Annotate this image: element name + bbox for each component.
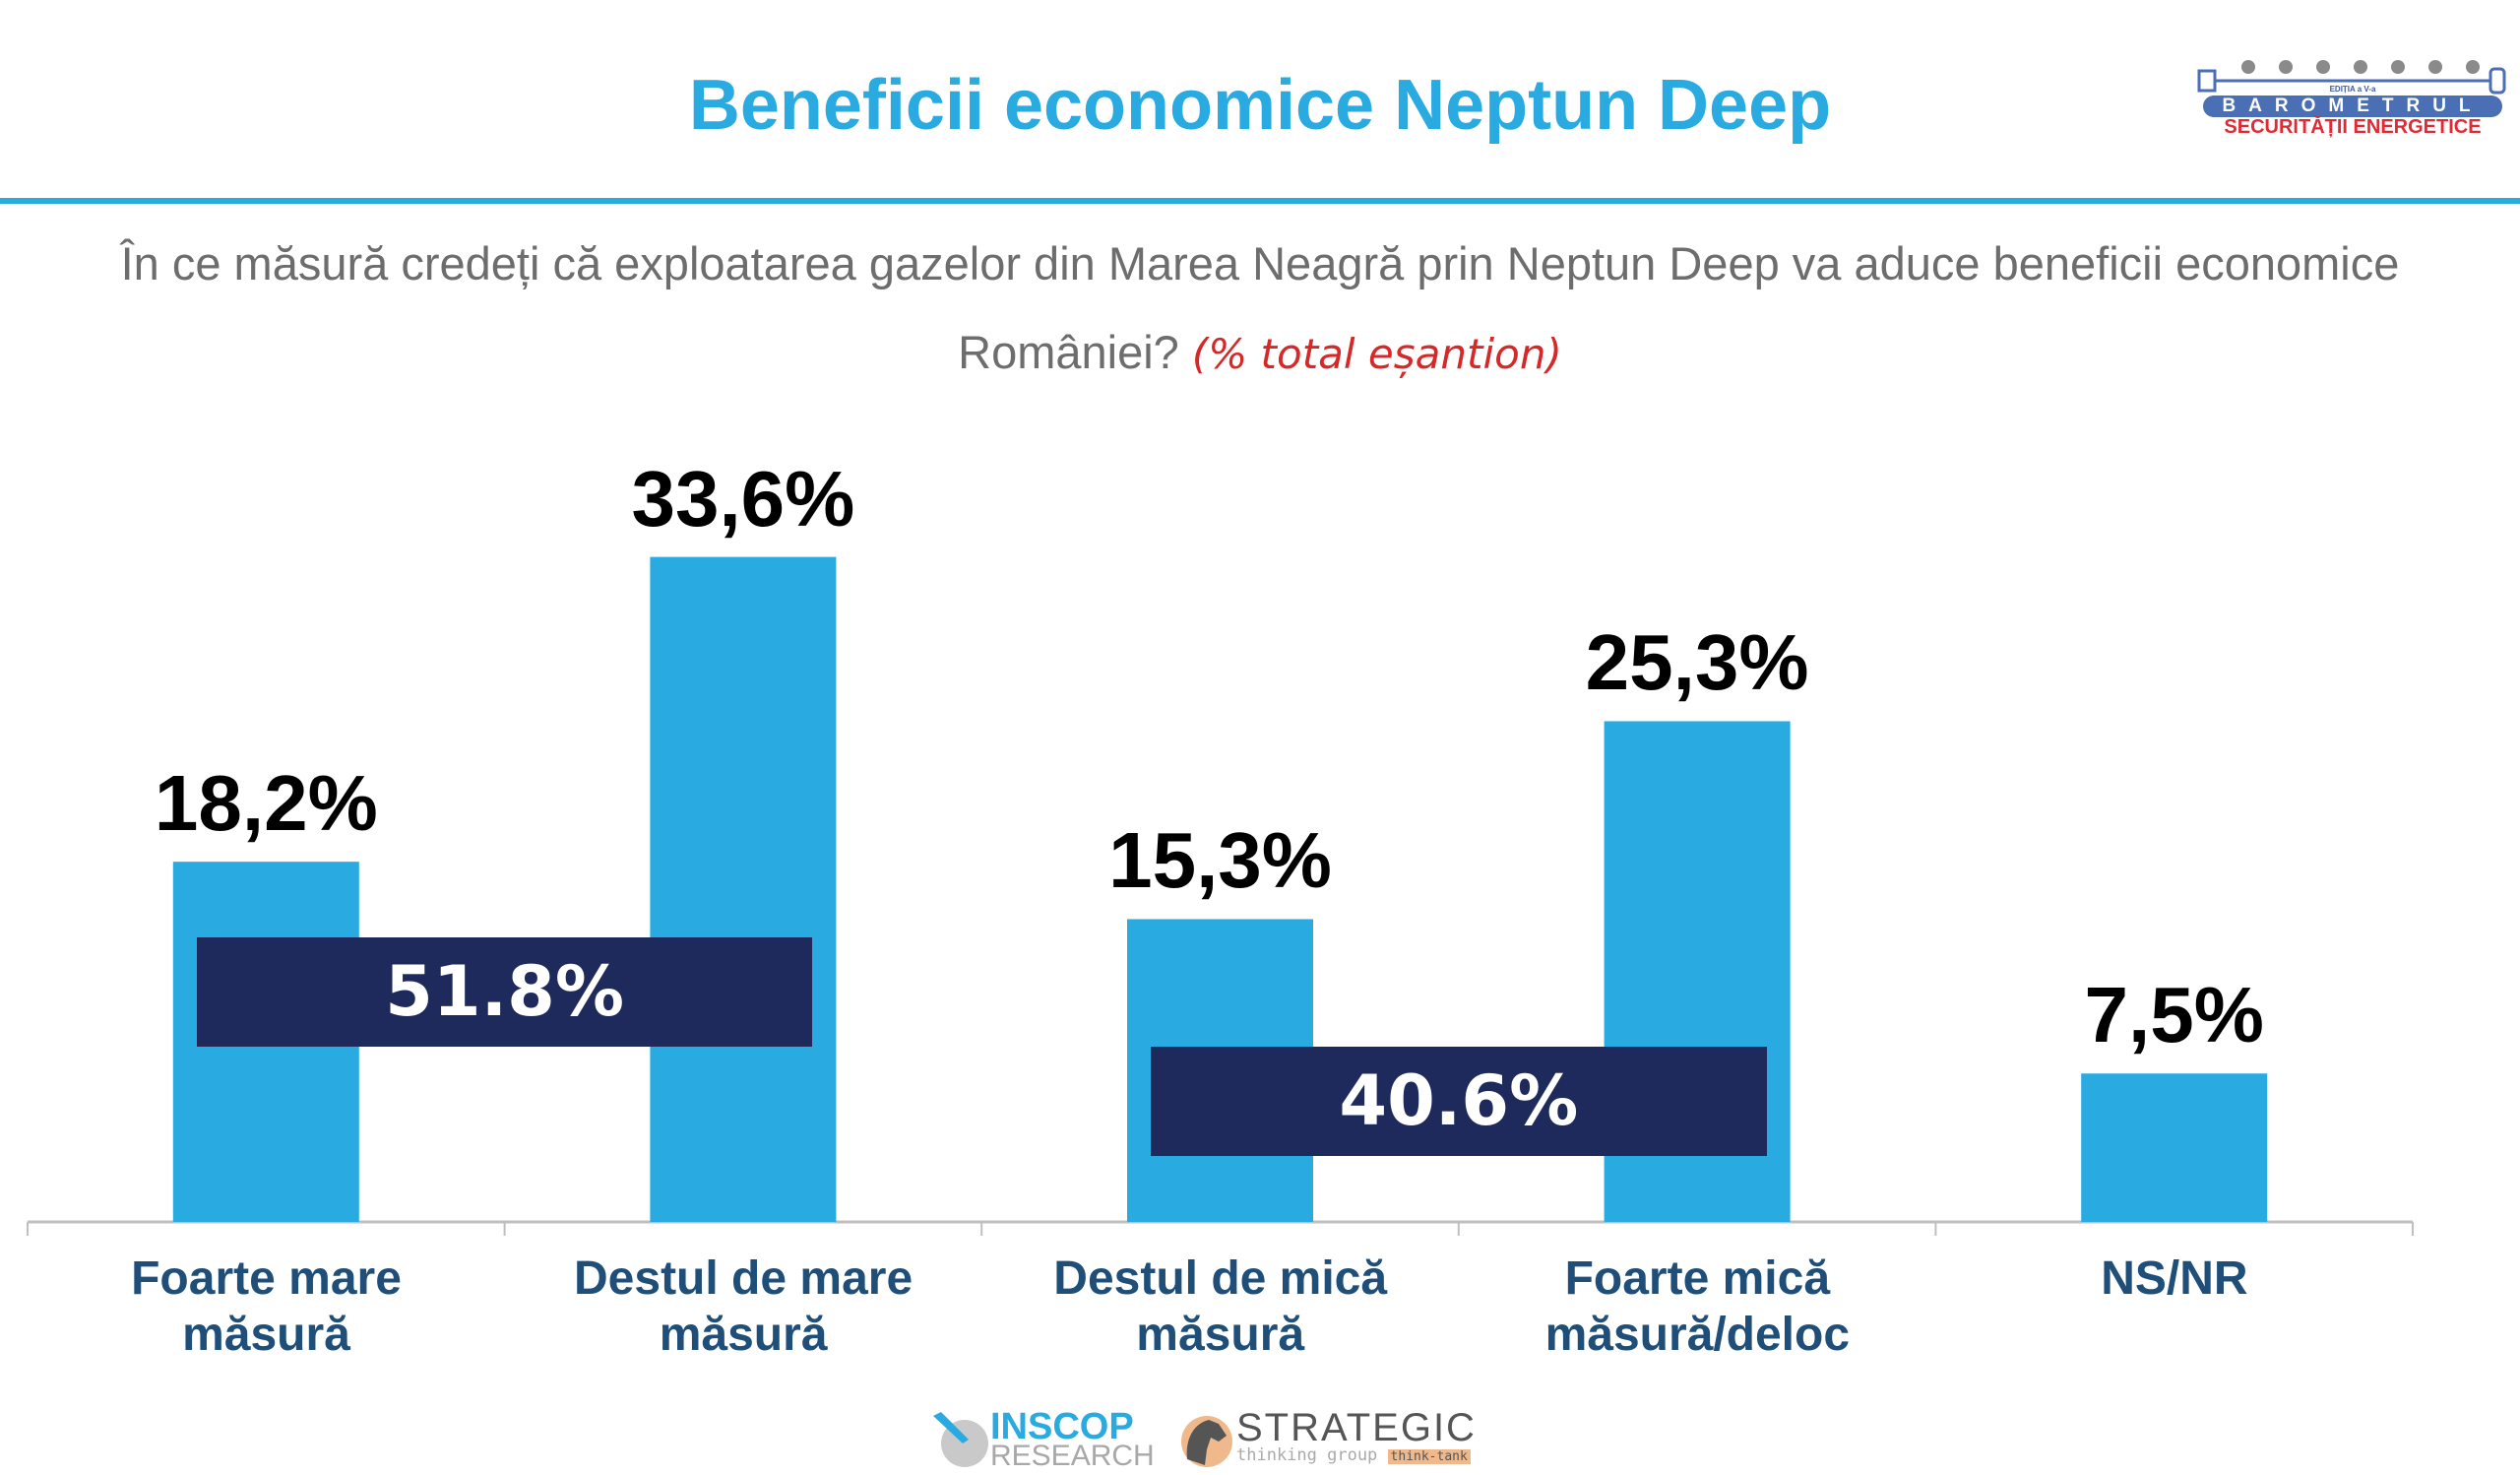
question-end: României? [958,326,1179,378]
bar [650,556,837,1222]
bar [2081,1073,2268,1222]
bar-value-label: 25,3% [1585,618,1809,707]
category-label-line: măsură [659,1309,828,1361]
strategic-name: STRATEGIC [1236,1406,1477,1449]
bar-value-label: 18,2% [154,759,378,848]
category-label-line: NS/NR [2101,1252,2248,1305]
category-label: Foarte mare măsură [28,1251,505,1363]
logo-subtitle: SECURITĂȚII ENERGETICE [2224,116,2482,138]
category-label: Destul de mică măsură [981,1251,1459,1363]
category-label-line: Destul de mică [1053,1252,1388,1305]
strategic-subname: thinking group think-tank [1236,1445,1471,1465]
page-title: Beneficii economice Neptun Deep [688,66,1832,145]
header-rule [0,198,2520,204]
category-label-line: Foarte mică [1564,1252,1831,1305]
question-text: În ce măsură credeți că exploatarea gaze… [120,237,2400,289]
strategic-logo: STRATEGIC thinking group think-tank [1179,1406,1484,1469]
logo-edition: EDIȚIA a V-a [2329,85,2376,94]
category-label: Destul de mare măsură [505,1251,982,1363]
inscop-dish-icon [933,1412,988,1467]
sample-note: (% total eșantion) [1191,330,1562,378]
think-tank-tag: think-tank [1387,1449,1471,1464]
group-total-box: 51.8% [196,937,813,1047]
strategic-group: thinking group [1236,1445,1378,1465]
category-label-line: măsură/deloc [1544,1309,1851,1361]
category-label-line: Foarte mare [131,1252,402,1305]
bar-value-label: 15,3% [1108,816,1332,905]
inscop-name: INSCOP [990,1406,1134,1447]
bar-value-label: 33,6% [631,454,855,543]
category-label-line: măsură [1136,1309,1305,1361]
barometru-logo: EDIȚIA a V-a BAROMETRUL SECURITĂȚII ENER… [2197,55,2508,154]
inscop-subname: RESEARCH [990,1440,1155,1472]
category-label-line: măsură [182,1309,350,1361]
category-label: Foarte mică măsură/deloc [1459,1251,1936,1363]
bar-value-label: 7,5% [2084,971,2264,1059]
group-total-box: 40.6% [1151,1047,1767,1156]
horse-head-icon [1181,1416,1232,1467]
logo-name: BAROMETRUL [2203,96,2502,117]
plug-cable-icon [2197,60,2506,95]
category-label-line: Destul de mare [574,1252,914,1305]
category-label: NS/NR [1935,1251,2413,1307]
inscop-logo: INSCOP RESEARCH [933,1406,1155,1472]
question-text-line2: României? (% total eșantion) [0,325,2520,379]
